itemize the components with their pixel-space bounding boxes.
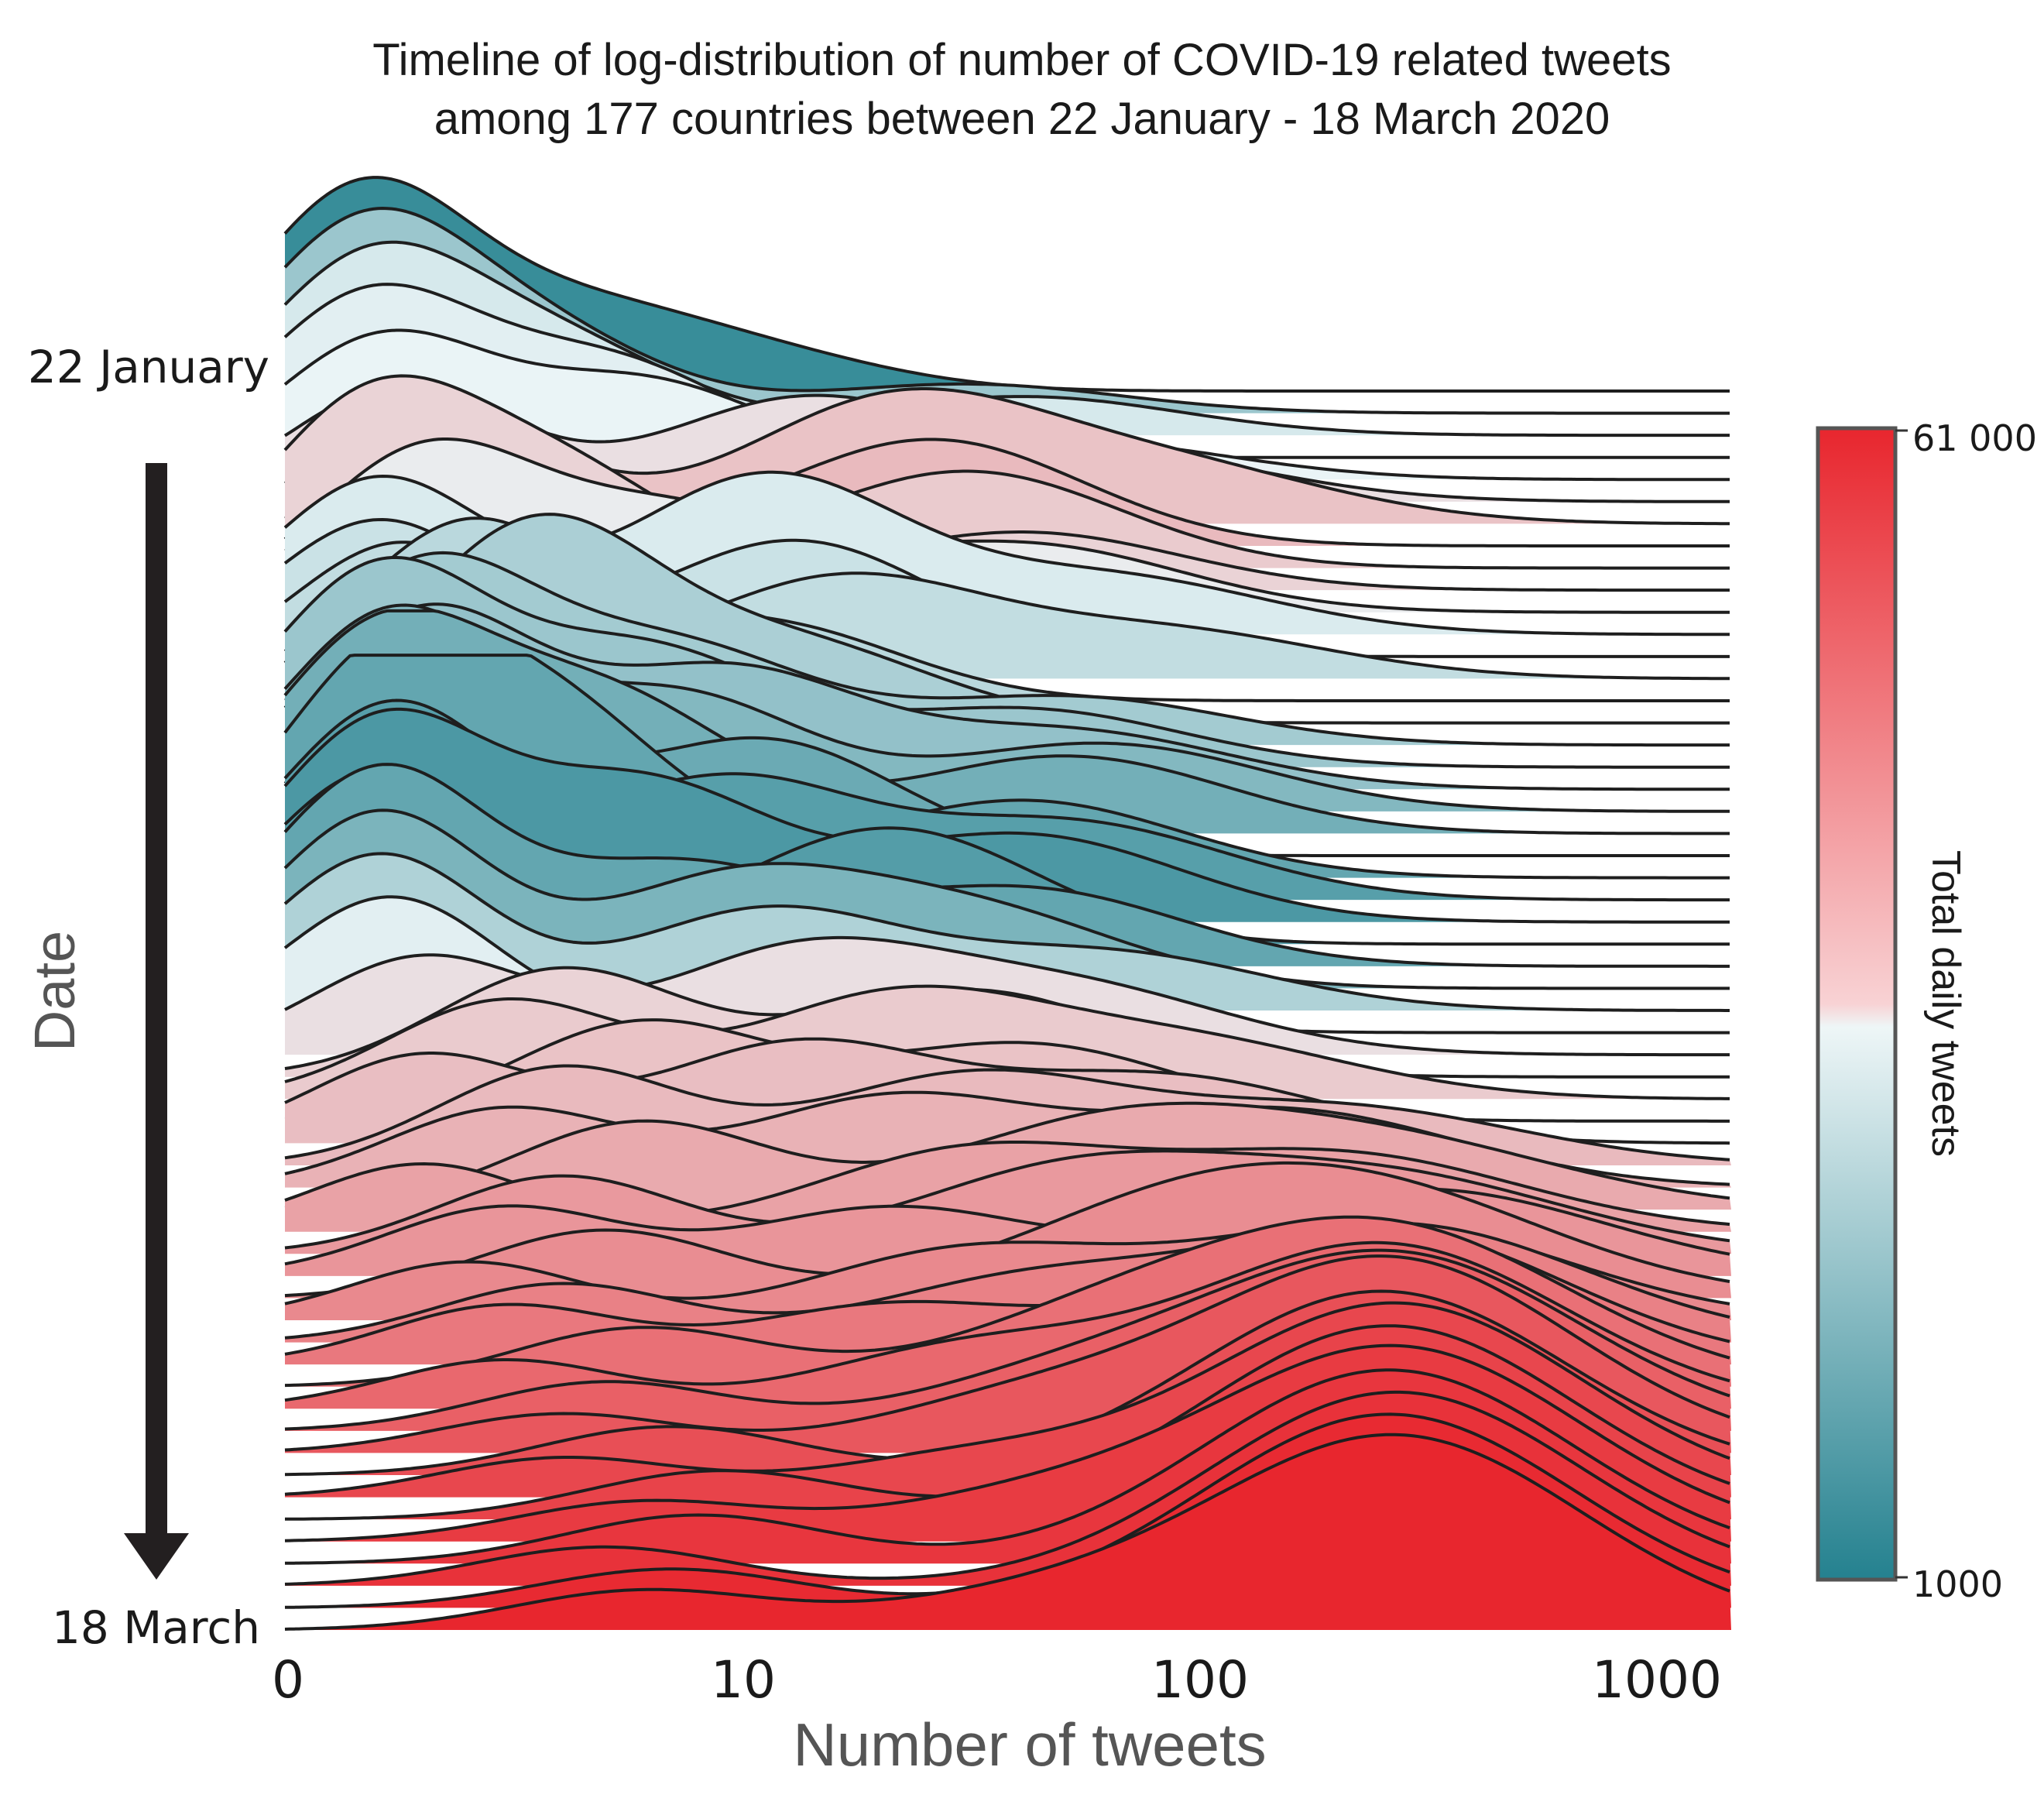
ridge-line xyxy=(284,1390,1730,1586)
ridge-line xyxy=(283,763,1730,968)
ridge-line xyxy=(283,654,1730,880)
x-tick-label: 100 xyxy=(1151,1650,1249,1710)
ridge-line xyxy=(284,1064,1730,1161)
ridge-line xyxy=(283,207,1730,415)
ridge-line xyxy=(283,437,1730,614)
colorbar: 61 000 1000 Total daily tweets xyxy=(1816,417,2037,1605)
ridge-line xyxy=(283,808,1730,990)
ridge-line xyxy=(283,556,1730,769)
ridge-line xyxy=(283,609,1730,836)
ridge-line xyxy=(284,1018,1730,1123)
ridge-line xyxy=(284,1248,1730,1431)
ridge-line xyxy=(283,852,1730,1012)
ridge-line xyxy=(284,1301,1730,1496)
ridge-line xyxy=(284,1149,1730,1250)
ridge-line xyxy=(284,1161,1730,1298)
colorbar-min-label: 1000 xyxy=(1912,1563,2003,1605)
x-axis-label: Number of tweets xyxy=(793,1711,1266,1779)
ridge-line xyxy=(284,1368,1730,1565)
ridge-line xyxy=(284,1343,1730,1542)
ridge-line xyxy=(284,1215,1730,1388)
ridge-line xyxy=(283,374,1730,592)
ridge-line xyxy=(284,1240,1730,1402)
date-end-label: 18 March xyxy=(52,1601,260,1654)
date-arrow-shaft xyxy=(146,463,167,1563)
ridge-line xyxy=(284,1254,1730,1452)
ridge-fill xyxy=(285,177,1731,391)
ridge-line xyxy=(284,1221,1730,1340)
ridge-line xyxy=(284,1101,1730,1210)
ridge-line xyxy=(283,707,1730,924)
ridge-line xyxy=(284,1187,1730,1266)
colorbar-gradient xyxy=(1816,426,1898,1582)
ridge-line xyxy=(283,551,1730,747)
colorbar-max-label: 61 000 xyxy=(1912,417,2037,459)
ridge-line xyxy=(283,602,1730,791)
x-tick-label: 10 xyxy=(711,1650,776,1710)
date-arrow xyxy=(124,463,189,1580)
ridge-line xyxy=(284,1433,1730,1631)
ridge-line xyxy=(284,984,1730,1100)
ridge-line xyxy=(284,966,1730,1079)
ridge-series-group xyxy=(283,176,1731,1631)
x-tick-label: 1000 xyxy=(1592,1650,1722,1710)
ridge-fill xyxy=(285,1434,1731,1630)
ridge-fill xyxy=(285,853,1731,1011)
x-tick-label: 0 xyxy=(272,1650,304,1710)
y-axis-label: Date xyxy=(22,931,87,1052)
colorbar-label: Total daily tweets xyxy=(1923,850,1968,1157)
chart-subtitle: among 177 countries between 22 January -… xyxy=(434,94,1610,144)
date-arrow-head xyxy=(124,1533,189,1580)
date-start-label: 22 January xyxy=(28,341,269,393)
x-axis-ticks: 0 10 100 1000 xyxy=(272,1650,1722,1710)
chart-title: Timeline of log-distribution of number o… xyxy=(372,35,1672,85)
ridge-line xyxy=(283,240,1730,437)
